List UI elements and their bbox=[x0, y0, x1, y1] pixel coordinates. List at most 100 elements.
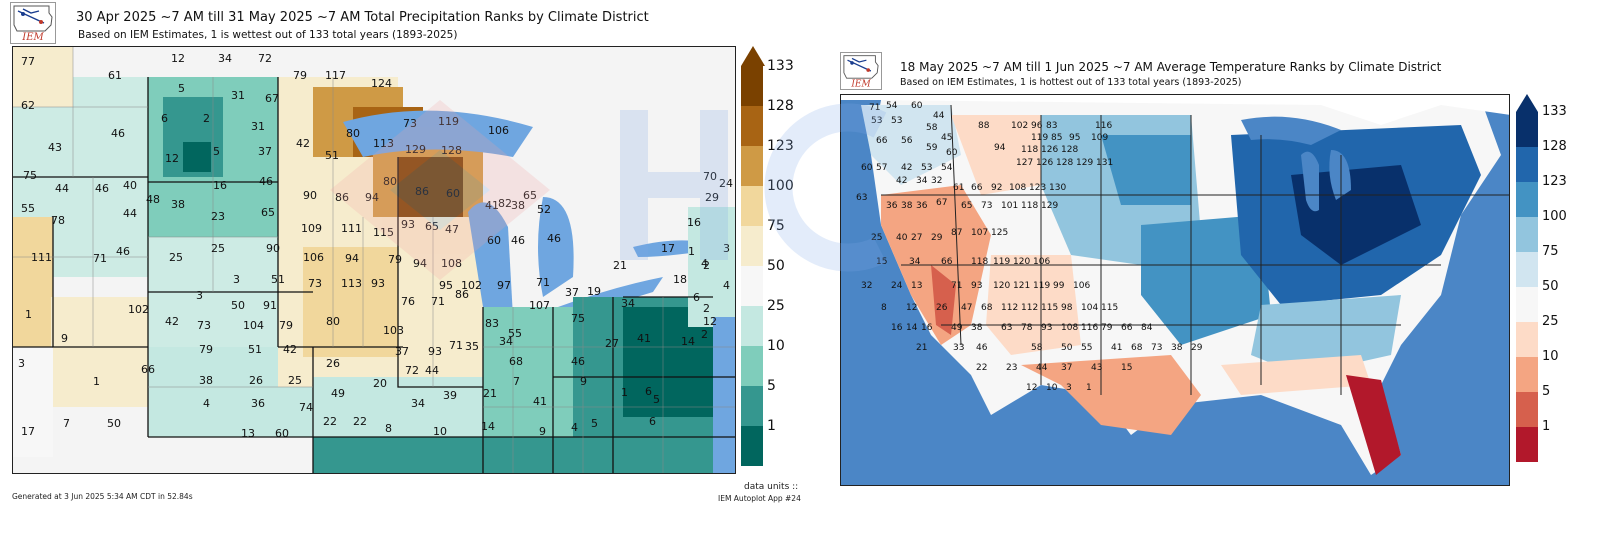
region-southwest bbox=[986, 255, 1081, 355]
district-rank-label: 44 bbox=[1036, 363, 1048, 373]
district-rank-label: 88 bbox=[978, 121, 990, 131]
district-rank-label: 10 bbox=[1046, 383, 1058, 393]
district-rank-label: 118 bbox=[1021, 201, 1038, 211]
district-rank-label: 6 bbox=[649, 415, 656, 428]
district-rank-label: 6 bbox=[645, 385, 652, 398]
colorbar-tick-label: 1 bbox=[767, 418, 776, 434]
colorbar-tick-label: 5 bbox=[767, 378, 776, 394]
district-rank-label: 63 bbox=[856, 193, 867, 203]
district-rank-label: 53 bbox=[871, 116, 882, 126]
district-rank-label: 15 bbox=[1121, 363, 1132, 373]
district-rank-label: 13 bbox=[911, 281, 922, 291]
district-rank-label: 38 bbox=[511, 199, 525, 212]
precip-colorbar: 133 128 123 100 75 50 25 10 5 1 bbox=[741, 46, 821, 466]
district-rank-label: 25 bbox=[871, 233, 882, 243]
district-rank-label: 128 bbox=[441, 144, 462, 157]
region-texas bbox=[1021, 355, 1201, 435]
district-rank-label: 36 bbox=[916, 201, 928, 211]
lake-michigan bbox=[468, 202, 513, 330]
region-montana-idaho bbox=[951, 115, 1041, 195]
district-rank-label: 65 bbox=[261, 206, 275, 219]
district-rank-label: 21 bbox=[613, 259, 627, 272]
region-nw bbox=[13, 47, 73, 107]
district-rank-label: 46 bbox=[571, 355, 585, 368]
district-rank-label: 42 bbox=[896, 176, 907, 186]
district-rank-label: 3 bbox=[233, 273, 240, 286]
district-rank-label: 38 bbox=[1171, 343, 1183, 353]
district-rank-label: 3 bbox=[723, 242, 730, 255]
precipitation-panel: IEM 30 Apr 2025 ~7 AM till 31 May 2025 ~… bbox=[10, 2, 821, 503]
district-rank-label: 106 bbox=[303, 251, 324, 264]
district-rank-label: 43 bbox=[48, 141, 62, 154]
district-rank-label: 24 bbox=[719, 177, 733, 190]
district-rank-label: 119 bbox=[993, 257, 1010, 267]
district-rank-label: 31 bbox=[251, 120, 265, 133]
district-rank-label: 53 bbox=[921, 163, 932, 173]
region-pacific-nw bbox=[861, 105, 961, 185]
district-rank-label: 46 bbox=[259, 175, 273, 188]
district-rank-label: 94 bbox=[413, 257, 427, 270]
district-rank-label: 44 bbox=[123, 207, 137, 220]
district-rank-label: 108 bbox=[1009, 183, 1026, 193]
district-rank-label: 86 bbox=[335, 191, 349, 204]
district-rank-label: 27 bbox=[911, 233, 922, 243]
district-rank-label: 34 bbox=[218, 52, 232, 65]
lake-michigan bbox=[1301, 151, 1319, 212]
colorbar-segment bbox=[741, 146, 763, 186]
district-rank-label: 93 bbox=[401, 218, 415, 231]
district-rank-label: 36 bbox=[251, 397, 265, 410]
district-rank-label: 116 bbox=[1081, 323, 1098, 333]
district-rank-label: 31 bbox=[231, 89, 245, 102]
district-rank-label: 113 bbox=[373, 137, 394, 150]
district-rank-label: 46 bbox=[976, 343, 988, 353]
district-rank-label: 46 bbox=[111, 127, 125, 140]
district-rank-label: 92 bbox=[991, 183, 1002, 193]
district-rank-label: 23 bbox=[211, 210, 225, 223]
district-rank-label: 18 bbox=[673, 273, 687, 286]
district-rank-label: 71 bbox=[449, 339, 463, 352]
colorbar-segment bbox=[1516, 427, 1538, 462]
district-rank-label: 12 bbox=[171, 52, 185, 65]
district-rank-label: 58 bbox=[1031, 343, 1043, 353]
district-rank-label: 71 bbox=[93, 252, 107, 265]
district-rank-label: 79 bbox=[388, 253, 402, 266]
district-rank-label: 120 bbox=[993, 281, 1010, 291]
district-rank-label: 46 bbox=[511, 234, 525, 247]
colorbar-segment bbox=[1516, 322, 1538, 357]
colorbar-tick-label: 50 bbox=[767, 258, 785, 274]
colorbar-tick-label: 133 bbox=[1542, 104, 1567, 119]
region-southeast-north bbox=[1251, 295, 1401, 375]
district-rank-label: 128 bbox=[1056, 158, 1073, 168]
district-rank-label: 25 bbox=[169, 251, 183, 264]
district-rank-label: 38 bbox=[199, 374, 213, 387]
district-rank-label: 46 bbox=[116, 245, 130, 258]
district-rank-label: 85 bbox=[1051, 133, 1062, 143]
lake-ontario bbox=[633, 240, 703, 257]
district-rank-label: 115 bbox=[1041, 303, 1058, 313]
district-rank-label: 103 bbox=[383, 324, 404, 337]
region-upper-michigan-dark bbox=[398, 157, 463, 217]
district-rank-label: 75 bbox=[23, 169, 37, 182]
district-rank-label: 16 bbox=[891, 323, 903, 333]
district-rank-label: 22 bbox=[323, 415, 337, 428]
district-rank-label: 14 bbox=[481, 420, 495, 433]
district-rank-label: 71 bbox=[869, 103, 880, 113]
colorbar-segment bbox=[1516, 182, 1538, 217]
district-rank-label: 130 bbox=[1049, 183, 1066, 193]
lake-huron bbox=[1329, 150, 1351, 200]
temp-colorbar: 133 128 123 100 75 50 25 10 5 1 bbox=[1516, 94, 1596, 484]
district-rank-label: 107 bbox=[529, 299, 550, 312]
district-rank-label: 12 bbox=[906, 303, 917, 313]
district-rank-label: 8 bbox=[881, 303, 887, 313]
district-rank-label: 55 bbox=[1081, 343, 1092, 353]
colorbar-segment bbox=[741, 106, 763, 146]
district-rank-label: 26 bbox=[249, 374, 263, 387]
district-rank-label: 79 bbox=[1101, 323, 1113, 333]
district-rank-label: 60 bbox=[911, 101, 923, 111]
colorbar-segment bbox=[741, 386, 763, 426]
district-rank-label: 70 bbox=[703, 170, 717, 183]
district-rank-label: 34 bbox=[916, 176, 928, 186]
colorbar-segment bbox=[741, 66, 763, 106]
district-rank-label: 35 bbox=[465, 340, 479, 353]
district-rank-label: 91 bbox=[263, 299, 277, 312]
